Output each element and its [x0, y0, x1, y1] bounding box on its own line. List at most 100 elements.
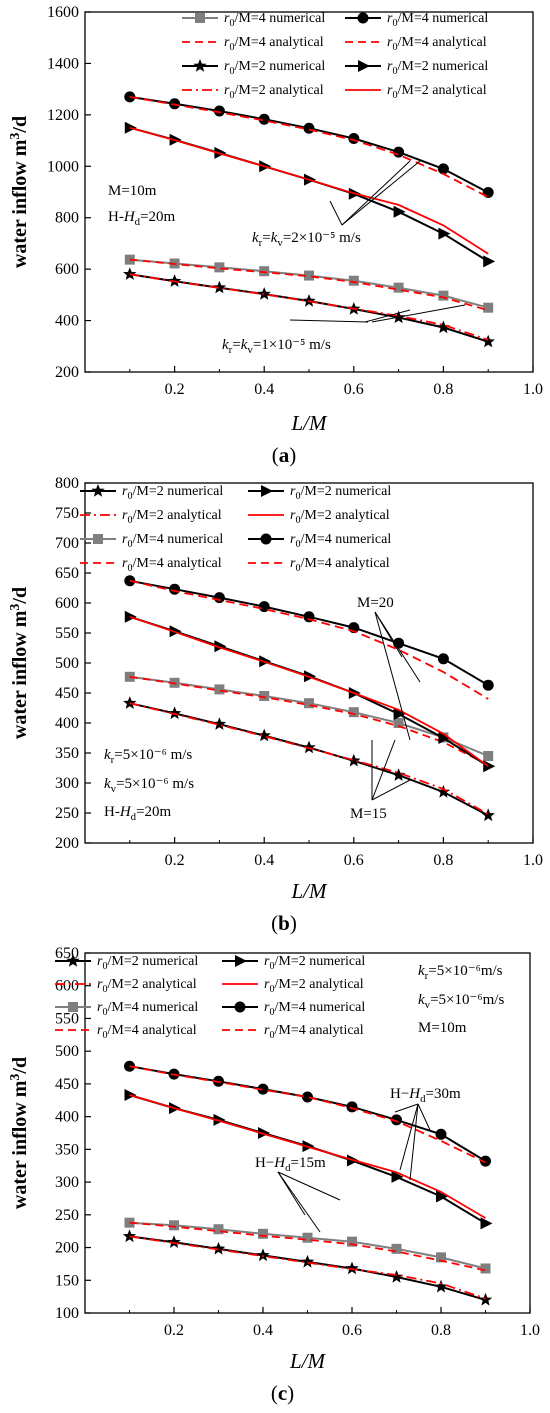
legend-label: r0​/M=2 analytical — [224, 83, 324, 101]
y-axis-title: water inflow m3​/d — [8, 1057, 31, 1209]
series-2 — [129, 258, 489, 312]
legend-label: r0​/M=2 numerical — [290, 484, 391, 502]
data-point — [302, 1091, 313, 1103]
annotation-label: H−Hd​=30m — [390, 1086, 461, 1105]
legend-marker — [66, 954, 80, 967]
y-tick-label: 800 — [55, 475, 79, 492]
data-point — [478, 1292, 493, 1306]
y-axis-title: water inflow m3​/d — [8, 587, 31, 739]
legend-marker — [68, 1002, 78, 1012]
y-tick-label: 150 — [55, 1272, 79, 1289]
data-point — [391, 1243, 402, 1254]
data-point — [393, 708, 406, 720]
y-tick-label: 250 — [55, 1207, 79, 1224]
data-point — [167, 706, 182, 720]
series-line — [129, 1094, 486, 1219]
annotation-pointer — [277, 1171, 341, 1201]
annotations: M=10m H-Hd​=20m kr​=kv​=2×10⁻⁵ m/s kr​=kv​=… — [108, 160, 466, 356]
y-tick-label: 650 — [55, 565, 79, 582]
x-tick-label: 0.6 — [344, 852, 364, 869]
series-line — [129, 258, 489, 312]
y-tick-label: 600 — [55, 978, 79, 995]
x-tick-label: 1.0 — [520, 1322, 540, 1339]
annotation-label: kv​=5×10⁻⁶m/s — [418, 992, 504, 1011]
annotation-label: M=10m — [108, 183, 157, 199]
y-tick-label: 450 — [55, 685, 79, 702]
data-point — [123, 696, 137, 709]
annotation-pointer — [371, 304, 466, 323]
series-4 — [129, 675, 489, 766]
legend-label: r0​/M=4 analytical — [97, 1023, 197, 1041]
legend-label: r0​/M=4 numerical — [387, 11, 488, 29]
y-tick-label: 100 — [55, 1305, 79, 1322]
data-point — [393, 146, 405, 158]
series-8 — [129, 126, 489, 255]
chart-panel-2: 0.2 0.4 0.6 0.8 1.0 200 250 300 350 400 450 500 550 6… — [8, 475, 543, 935]
series-line — [129, 675, 489, 766]
data-point — [213, 105, 225, 117]
data-point — [212, 717, 227, 730]
y-tick-label: 450 — [55, 1076, 79, 1093]
annotation-pointer — [289, 319, 369, 323]
series-line — [129, 1221, 486, 1272]
data-point — [300, 1254, 315, 1268]
series-2 — [129, 702, 489, 815]
x-tick-label: 0.2 — [165, 852, 185, 869]
data-point — [438, 732, 451, 744]
chart-panel-1: 0.2 0.4 0.6 0.8 1.0 200 400 600 800 1000 1200 1400 1… — [8, 4, 543, 467]
data-point — [391, 1114, 402, 1126]
data-point — [481, 334, 495, 348]
legend-label: r0​/M=2 numerical — [264, 954, 365, 972]
legend-label: r0​/M=4 analytical — [387, 35, 487, 53]
x-tick-label: 1.0 — [523, 381, 543, 398]
series-6 — [129, 615, 489, 767]
y-tick-label: 200 — [55, 364, 79, 381]
legend-marker — [357, 12, 369, 24]
data-point — [347, 753, 361, 767]
legend-label: r0​/M=4 numerical — [224, 11, 325, 29]
panel-label: (a) — [272, 443, 297, 467]
y-tick-label: 500 — [55, 1043, 79, 1060]
data-point — [258, 1228, 268, 1239]
annotation-pointer — [364, 309, 411, 323]
data-point — [302, 740, 316, 754]
y-tick-label: 800 — [55, 210, 79, 227]
series-line — [129, 1235, 486, 1301]
data-point — [167, 1235, 181, 1248]
data-point — [483, 302, 494, 313]
annotation-pointer — [329, 200, 343, 226]
series-4 — [129, 273, 489, 341]
data-point — [303, 122, 315, 134]
data-point — [304, 270, 314, 281]
series-2 — [129, 1235, 486, 1300]
data-point — [302, 1232, 313, 1243]
x-tick-label: 0.2 — [165, 381, 185, 398]
x-tick-label: 0.8 — [433, 852, 453, 869]
series-4 — [129, 1221, 486, 1272]
legend-marker — [193, 59, 207, 72]
data-point — [169, 1220, 179, 1231]
data-point — [435, 1128, 447, 1140]
annotation-label: kr​=kv​=2×10⁻⁵ m/s — [252, 230, 361, 249]
annotation-pointer — [409, 1103, 419, 1181]
series-line — [129, 96, 489, 198]
x-axis-title: L/M — [289, 1349, 327, 1373]
annotation-pointer — [399, 1103, 419, 1171]
legend-marker — [91, 484, 105, 497]
x-axis-title: L/M — [290, 879, 328, 903]
series-6 — [129, 1094, 486, 1219]
legend-marker — [195, 13, 205, 23]
legend-label: r0​/M=2 numerical — [97, 954, 198, 972]
data-point — [437, 163, 449, 175]
x-tick-label: 1.0 — [523, 852, 543, 869]
series-line — [129, 273, 489, 343]
legend-label: r0​/M=2 analytical — [97, 977, 197, 995]
annotations: M=20 M=15 kr​=5×10⁻⁶ m/s kv​=5×10⁻⁶ m/s H-Hd… — [104, 595, 421, 823]
y-tick-label: 700 — [55, 535, 79, 552]
y-tick-label: 1200 — [47, 107, 79, 124]
y-tick-label: 200 — [55, 1240, 79, 1257]
data-point — [256, 1248, 270, 1262]
data-point — [480, 1263, 491, 1274]
y-tick-label: 550 — [55, 1010, 79, 1027]
